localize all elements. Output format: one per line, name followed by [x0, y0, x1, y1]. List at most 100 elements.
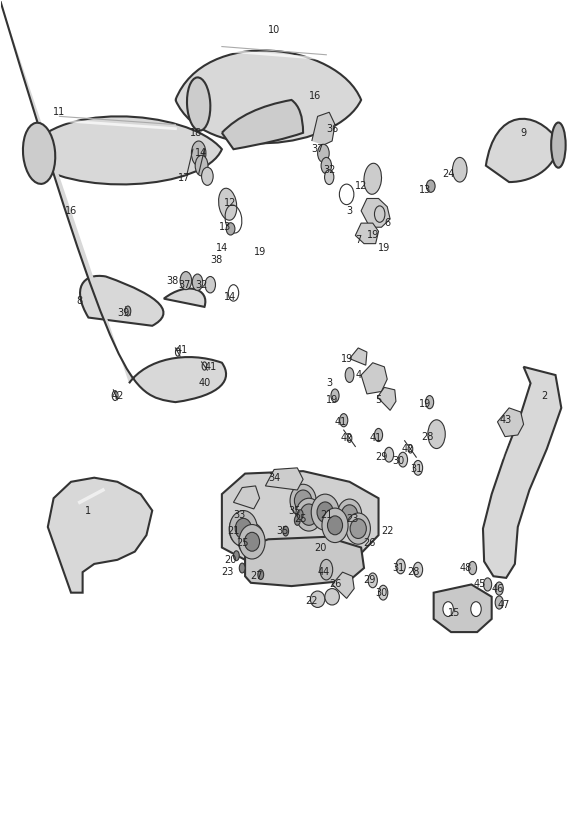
Ellipse shape [230, 511, 257, 546]
Text: 21: 21 [320, 510, 332, 520]
Ellipse shape [384, 447, 394, 462]
Text: 6: 6 [384, 218, 390, 228]
Text: 41: 41 [370, 433, 382, 443]
PathPatch shape [175, 50, 361, 143]
Ellipse shape [297, 510, 303, 520]
Text: 42: 42 [340, 433, 353, 443]
Ellipse shape [342, 505, 357, 525]
Ellipse shape [195, 156, 208, 176]
Text: 18: 18 [189, 128, 202, 138]
Text: 20: 20 [224, 555, 237, 564]
PathPatch shape [497, 408, 524, 437]
Text: 29: 29 [364, 575, 376, 585]
Ellipse shape [205, 277, 216, 293]
Text: 37: 37 [311, 144, 324, 154]
Ellipse shape [258, 569, 264, 579]
PathPatch shape [245, 536, 364, 586]
Text: 20: 20 [314, 542, 326, 553]
Ellipse shape [368, 573, 377, 588]
Ellipse shape [238, 522, 264, 555]
Ellipse shape [239, 563, 245, 573]
Text: 5: 5 [375, 395, 382, 405]
Ellipse shape [311, 494, 339, 531]
Text: 25: 25 [236, 538, 248, 549]
Ellipse shape [294, 516, 300, 526]
PathPatch shape [222, 100, 303, 149]
Text: 37: 37 [178, 279, 190, 290]
Text: 9: 9 [521, 128, 526, 138]
Ellipse shape [325, 588, 339, 605]
Text: 23: 23 [346, 513, 359, 524]
Ellipse shape [345, 368, 354, 382]
Ellipse shape [428, 419, 445, 448]
Ellipse shape [318, 144, 329, 162]
Text: 19: 19 [378, 243, 391, 253]
PathPatch shape [24, 116, 222, 185]
Text: 47: 47 [497, 600, 510, 610]
Text: 46: 46 [491, 583, 504, 593]
PathPatch shape [361, 199, 390, 227]
Ellipse shape [443, 602, 454, 616]
Text: 42: 42 [401, 444, 414, 454]
PathPatch shape [222, 471, 378, 561]
Text: 31: 31 [410, 465, 422, 475]
Text: 21: 21 [227, 526, 240, 536]
Text: 44: 44 [317, 567, 329, 577]
Ellipse shape [346, 513, 370, 544]
PathPatch shape [164, 288, 205, 307]
Ellipse shape [325, 170, 334, 185]
Ellipse shape [23, 123, 55, 184]
Text: 39: 39 [117, 308, 129, 318]
Text: 29: 29 [375, 452, 388, 462]
Ellipse shape [317, 502, 333, 522]
Text: 19: 19 [254, 247, 266, 257]
Text: 13: 13 [219, 222, 231, 232]
Text: 34: 34 [268, 473, 280, 483]
Ellipse shape [452, 157, 467, 182]
Ellipse shape [300, 504, 318, 526]
PathPatch shape [434, 584, 491, 632]
Ellipse shape [219, 188, 237, 220]
Text: 11: 11 [53, 107, 65, 117]
Text: 38: 38 [210, 255, 222, 265]
PathPatch shape [355, 223, 378, 244]
Ellipse shape [340, 414, 348, 427]
Ellipse shape [187, 77, 210, 131]
Text: 32: 32 [323, 165, 335, 175]
Text: 7: 7 [355, 235, 361, 245]
PathPatch shape [265, 468, 303, 490]
Ellipse shape [180, 272, 192, 290]
Ellipse shape [239, 525, 265, 559]
Ellipse shape [226, 222, 235, 235]
Text: 26: 26 [329, 579, 341, 589]
Text: 41: 41 [175, 345, 187, 355]
Text: 15: 15 [448, 608, 460, 618]
Text: 22: 22 [305, 596, 318, 606]
Text: 19: 19 [326, 395, 338, 405]
Text: 8: 8 [76, 296, 83, 307]
Text: 19: 19 [419, 399, 431, 409]
Ellipse shape [378, 585, 388, 600]
Text: 12: 12 [224, 198, 237, 208]
Text: 26: 26 [364, 538, 376, 549]
Ellipse shape [283, 527, 289, 536]
Text: 1: 1 [85, 506, 92, 516]
PathPatch shape [361, 363, 387, 394]
Ellipse shape [229, 512, 255, 545]
Ellipse shape [202, 167, 213, 185]
Ellipse shape [328, 516, 343, 535]
Ellipse shape [322, 508, 348, 542]
Ellipse shape [471, 602, 481, 616]
PathPatch shape [233, 486, 259, 509]
PathPatch shape [80, 276, 163, 325]
Ellipse shape [495, 582, 503, 595]
Text: 13: 13 [419, 185, 431, 195]
Ellipse shape [331, 389, 339, 402]
Text: 24: 24 [442, 169, 454, 179]
Text: 28: 28 [422, 432, 434, 442]
Ellipse shape [426, 396, 434, 409]
Ellipse shape [374, 428, 382, 442]
Ellipse shape [244, 532, 259, 551]
Text: 43: 43 [500, 415, 512, 425]
Ellipse shape [235, 518, 251, 539]
